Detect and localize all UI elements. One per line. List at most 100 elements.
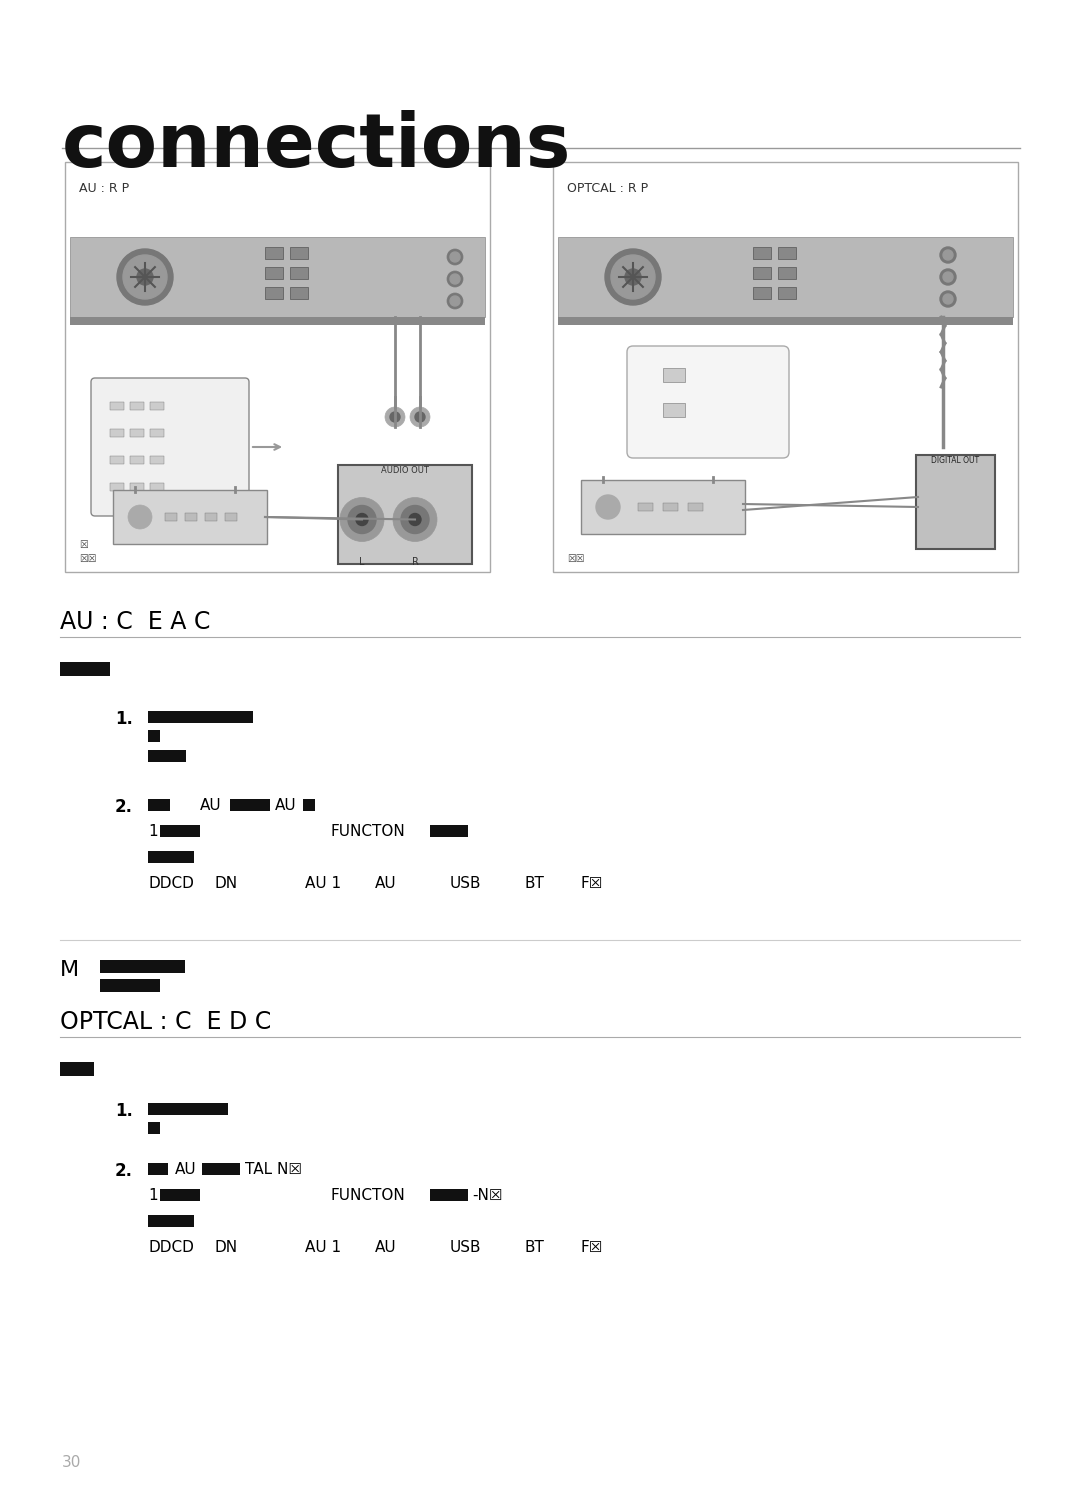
Bar [65,161,490,573]
Text: 2.: 2. [114,798,133,816]
Circle shape [117,250,173,305]
Text: connections: connections [62,111,571,182]
FancyBboxPatch shape [148,730,160,742]
Text: AU 1: AU 1 [305,876,341,891]
Bar [165,513,177,520]
Bar [778,268,796,280]
Text: OPTCAL : C  E D C: OPTCAL : C E D C [60,1011,271,1035]
Bar [558,238,1013,317]
FancyBboxPatch shape [430,825,468,837]
Text: DN: DN [215,876,238,891]
Bar [753,287,771,299]
Bar [110,402,124,410]
Bar [688,502,703,511]
Text: 1.: 1. [114,1102,133,1120]
FancyBboxPatch shape [148,712,253,724]
Text: DIGITAL OUT: DIGITAL OUT [931,456,980,465]
Text: BT: BT [525,876,545,891]
Circle shape [450,253,460,262]
Bar [130,402,144,410]
FancyBboxPatch shape [230,798,270,810]
Bar [150,429,164,437]
Circle shape [596,495,620,519]
FancyBboxPatch shape [338,465,472,564]
Circle shape [390,413,400,422]
Bar [150,483,164,490]
Circle shape [943,250,953,260]
Text: ☒☒: ☒☒ [79,555,96,564]
FancyBboxPatch shape [148,798,170,810]
Circle shape [943,295,953,303]
Text: DN: DN [215,1239,238,1254]
Text: DDCD: DDCD [148,876,194,891]
Text: 2.: 2. [114,1162,133,1180]
Text: AU: AU [200,798,221,813]
FancyBboxPatch shape [916,454,995,549]
Bar [291,247,308,259]
Text: FUNCTON: FUNCTON [330,1189,405,1203]
Circle shape [940,247,956,263]
FancyBboxPatch shape [148,1215,194,1227]
Text: AU: AU [275,798,297,813]
Bar [130,429,144,437]
Text: AU : C  E A C: AU : C E A C [60,610,211,634]
Bar [110,483,124,490]
Circle shape [129,505,152,529]
Bar [265,247,283,259]
FancyBboxPatch shape [148,1103,228,1115]
Circle shape [415,413,426,422]
Bar [753,247,771,259]
FancyBboxPatch shape [148,1123,160,1135]
Text: 1.: 1. [114,710,133,728]
Text: AU : R P: AU : R P [79,182,130,194]
Text: USB: USB [450,876,482,891]
Text: -N☒: -N☒ [472,1189,502,1203]
Text: AUDIO OUT: AUDIO OUT [381,466,429,475]
FancyBboxPatch shape [60,1061,94,1076]
Circle shape [447,293,463,309]
Circle shape [447,271,463,287]
Bar [130,456,144,463]
Circle shape [384,407,405,428]
FancyBboxPatch shape [148,851,194,863]
Text: FUNCTON: FUNCTON [330,824,405,839]
FancyBboxPatch shape [160,1189,200,1200]
Bar [265,287,283,299]
Text: 1: 1 [148,1189,158,1203]
FancyBboxPatch shape [202,1163,240,1175]
FancyBboxPatch shape [148,750,186,762]
FancyBboxPatch shape [160,825,200,837]
Text: ☒☒: ☒☒ [567,555,584,564]
Text: AU: AU [375,876,396,891]
Bar [558,317,1013,324]
Text: F☒: F☒ [580,876,603,891]
Circle shape [625,269,642,286]
Bar [663,404,685,417]
Text: BT: BT [525,1239,545,1254]
Bar [205,513,217,520]
Text: F☒: F☒ [580,1239,603,1254]
FancyBboxPatch shape [148,1163,168,1175]
Circle shape [401,505,429,534]
Circle shape [611,256,654,299]
Text: DDCD: DDCD [148,1239,194,1254]
Text: AU: AU [175,1162,197,1177]
Text: R: R [411,558,418,567]
Circle shape [123,256,167,299]
Circle shape [605,250,661,305]
Text: 1: 1 [148,824,158,839]
Bar [753,268,771,280]
Circle shape [393,498,437,541]
Bar [265,268,283,280]
Text: AU 1: AU 1 [305,1239,341,1254]
Circle shape [940,269,956,286]
Circle shape [450,274,460,284]
Bar [291,268,308,280]
Bar [663,502,678,511]
Bar [110,456,124,463]
FancyBboxPatch shape [113,490,267,544]
Circle shape [348,505,376,534]
Bar [130,483,144,490]
FancyBboxPatch shape [627,345,789,457]
Text: TAL N☒: TAL N☒ [245,1162,302,1177]
